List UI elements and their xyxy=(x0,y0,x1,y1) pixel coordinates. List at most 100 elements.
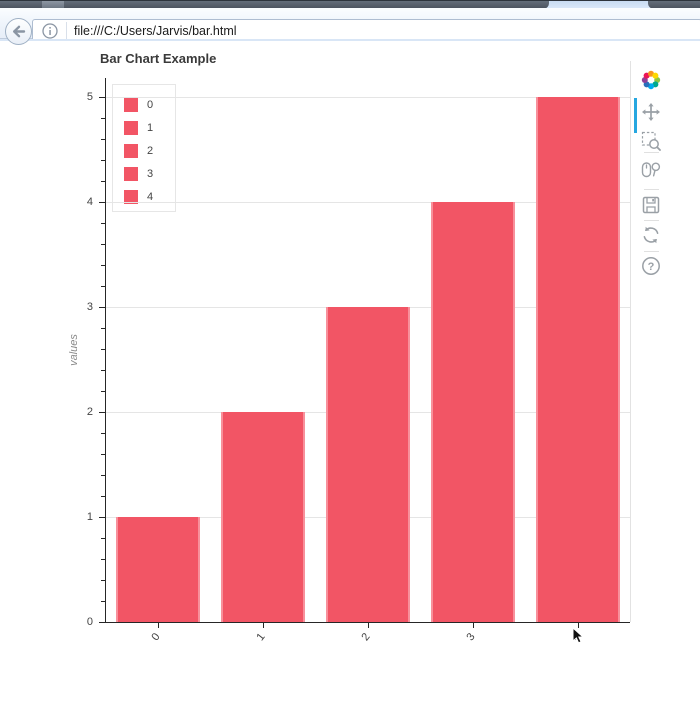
question-mark-icon: ? xyxy=(642,257,660,275)
x-tick-label: 1 xyxy=(253,631,268,644)
circular-arrows-icon xyxy=(643,226,659,244)
y-tick-label: 5 xyxy=(86,90,93,103)
pan-tool-button[interactable] xyxy=(641,102,661,122)
y-minor-tick xyxy=(101,348,105,350)
svg-text:?: ? xyxy=(648,261,655,273)
bar xyxy=(430,201,515,622)
active-tab[interactable] xyxy=(64,1,549,9)
y-axis-line xyxy=(105,78,106,622)
box-zoom-icon xyxy=(641,131,661,151)
y-minor-tick xyxy=(101,369,105,371)
y-minor-tick xyxy=(101,600,105,602)
legend-swatch xyxy=(124,120,138,135)
y-minor-tick xyxy=(101,138,105,140)
legend-item: 2 xyxy=(113,139,175,162)
legend: 0 1 2 3 4 xyxy=(112,84,176,212)
page-content: Bar Chart Example values 0 1 2 3 4 xyxy=(0,41,700,710)
browser-tab-strip xyxy=(0,0,700,9)
y-minor-tick xyxy=(101,495,105,497)
x-major-tick xyxy=(367,622,369,628)
legend-label: 1 xyxy=(147,121,154,134)
legend-swatch xyxy=(124,166,138,181)
legend-label: 3 xyxy=(147,167,154,180)
url-text[interactable]: file:///C:/Users/Jarvis/bar.html xyxy=(74,24,237,38)
y-minor-tick xyxy=(101,327,105,329)
y-major-tick xyxy=(99,306,105,308)
save-tool-button[interactable] xyxy=(641,195,661,215)
toolbar-divider xyxy=(644,220,659,221)
tab-fragment-left[interactable] xyxy=(0,1,42,9)
wheel-zoom-tool-button[interactable] xyxy=(641,159,661,179)
urlbar-divider xyxy=(66,22,67,40)
y-minor-tick xyxy=(101,222,105,224)
mouse-magnifier-icon xyxy=(641,162,661,178)
bar xyxy=(115,516,200,622)
bokeh-logo[interactable] xyxy=(641,70,661,90)
back-arrow-icon xyxy=(13,25,26,38)
bar xyxy=(325,306,410,622)
reset-tool-button[interactable] xyxy=(641,225,661,245)
y-major-tick xyxy=(99,201,105,203)
y-tick-label: 1 xyxy=(86,510,93,523)
y-minor-tick xyxy=(101,474,105,476)
mouse-cursor xyxy=(572,627,584,644)
legend-item: 4 xyxy=(113,185,175,208)
y-major-tick xyxy=(99,516,105,518)
x-tick-label: 2 xyxy=(358,631,373,644)
toolbar-separator-line xyxy=(630,61,631,622)
y-tick-label: 0 xyxy=(86,616,93,628)
y-minor-tick xyxy=(101,285,105,287)
floppy-disk-icon xyxy=(642,196,660,214)
chart-title: Bar Chart Example xyxy=(100,51,217,66)
tab-fragment-right[interactable] xyxy=(648,1,700,9)
legend-item: 3 xyxy=(113,162,175,185)
help-tool-button[interactable]: ? xyxy=(641,256,661,276)
y-major-tick xyxy=(99,96,105,98)
legend-swatch xyxy=(124,143,138,158)
legend-label: 4 xyxy=(147,190,154,203)
toolbar-bottom-strip xyxy=(0,39,700,41)
y-tick-label: 4 xyxy=(86,195,93,208)
bar xyxy=(220,411,305,622)
toolbar-divider xyxy=(644,251,659,252)
y-minor-tick xyxy=(101,159,105,161)
x-axis-line xyxy=(105,622,630,623)
y-minor-tick xyxy=(101,243,105,245)
y-minor-tick xyxy=(101,180,105,182)
y-minor-tick xyxy=(101,264,105,266)
y-axis-label: values xyxy=(68,334,80,366)
y-tick-label: 3 xyxy=(86,300,93,313)
x-tick-label: 3 xyxy=(463,631,478,644)
y-gridline xyxy=(105,96,630,98)
back-button[interactable] xyxy=(5,18,32,45)
y-minor-tick xyxy=(101,579,105,581)
y-tick-label: 2 xyxy=(86,405,93,418)
legend-swatch xyxy=(124,97,138,112)
bar xyxy=(535,96,620,622)
legend-label: 2 xyxy=(147,144,154,157)
x-major-tick xyxy=(472,622,474,628)
y-gridline xyxy=(105,201,630,203)
browser-toolbar: file:///C:/Users/Jarvis/bar.html xyxy=(0,8,700,45)
x-major-tick xyxy=(577,622,579,628)
legend-item: 1 xyxy=(113,116,175,139)
legend-swatch xyxy=(124,189,138,204)
y-minor-tick xyxy=(101,390,105,392)
y-major-tick xyxy=(99,622,105,623)
toolbar-divider xyxy=(644,152,659,153)
tab-separator xyxy=(42,1,64,9)
info-circle-icon[interactable] xyxy=(42,23,58,39)
move-arrows-icon xyxy=(642,103,660,121)
y-minor-tick xyxy=(101,453,105,455)
box-zoom-tool-button[interactable] xyxy=(641,131,661,151)
toolbar-divider xyxy=(644,189,659,190)
y-minor-tick xyxy=(101,117,105,119)
y-minor-tick xyxy=(101,432,105,434)
x-major-tick xyxy=(157,622,159,628)
legend-item: 0 xyxy=(113,93,175,116)
x-major-tick xyxy=(262,622,264,628)
y-minor-tick xyxy=(101,537,105,539)
y-minor-tick xyxy=(101,558,105,560)
y-major-tick xyxy=(99,411,105,413)
